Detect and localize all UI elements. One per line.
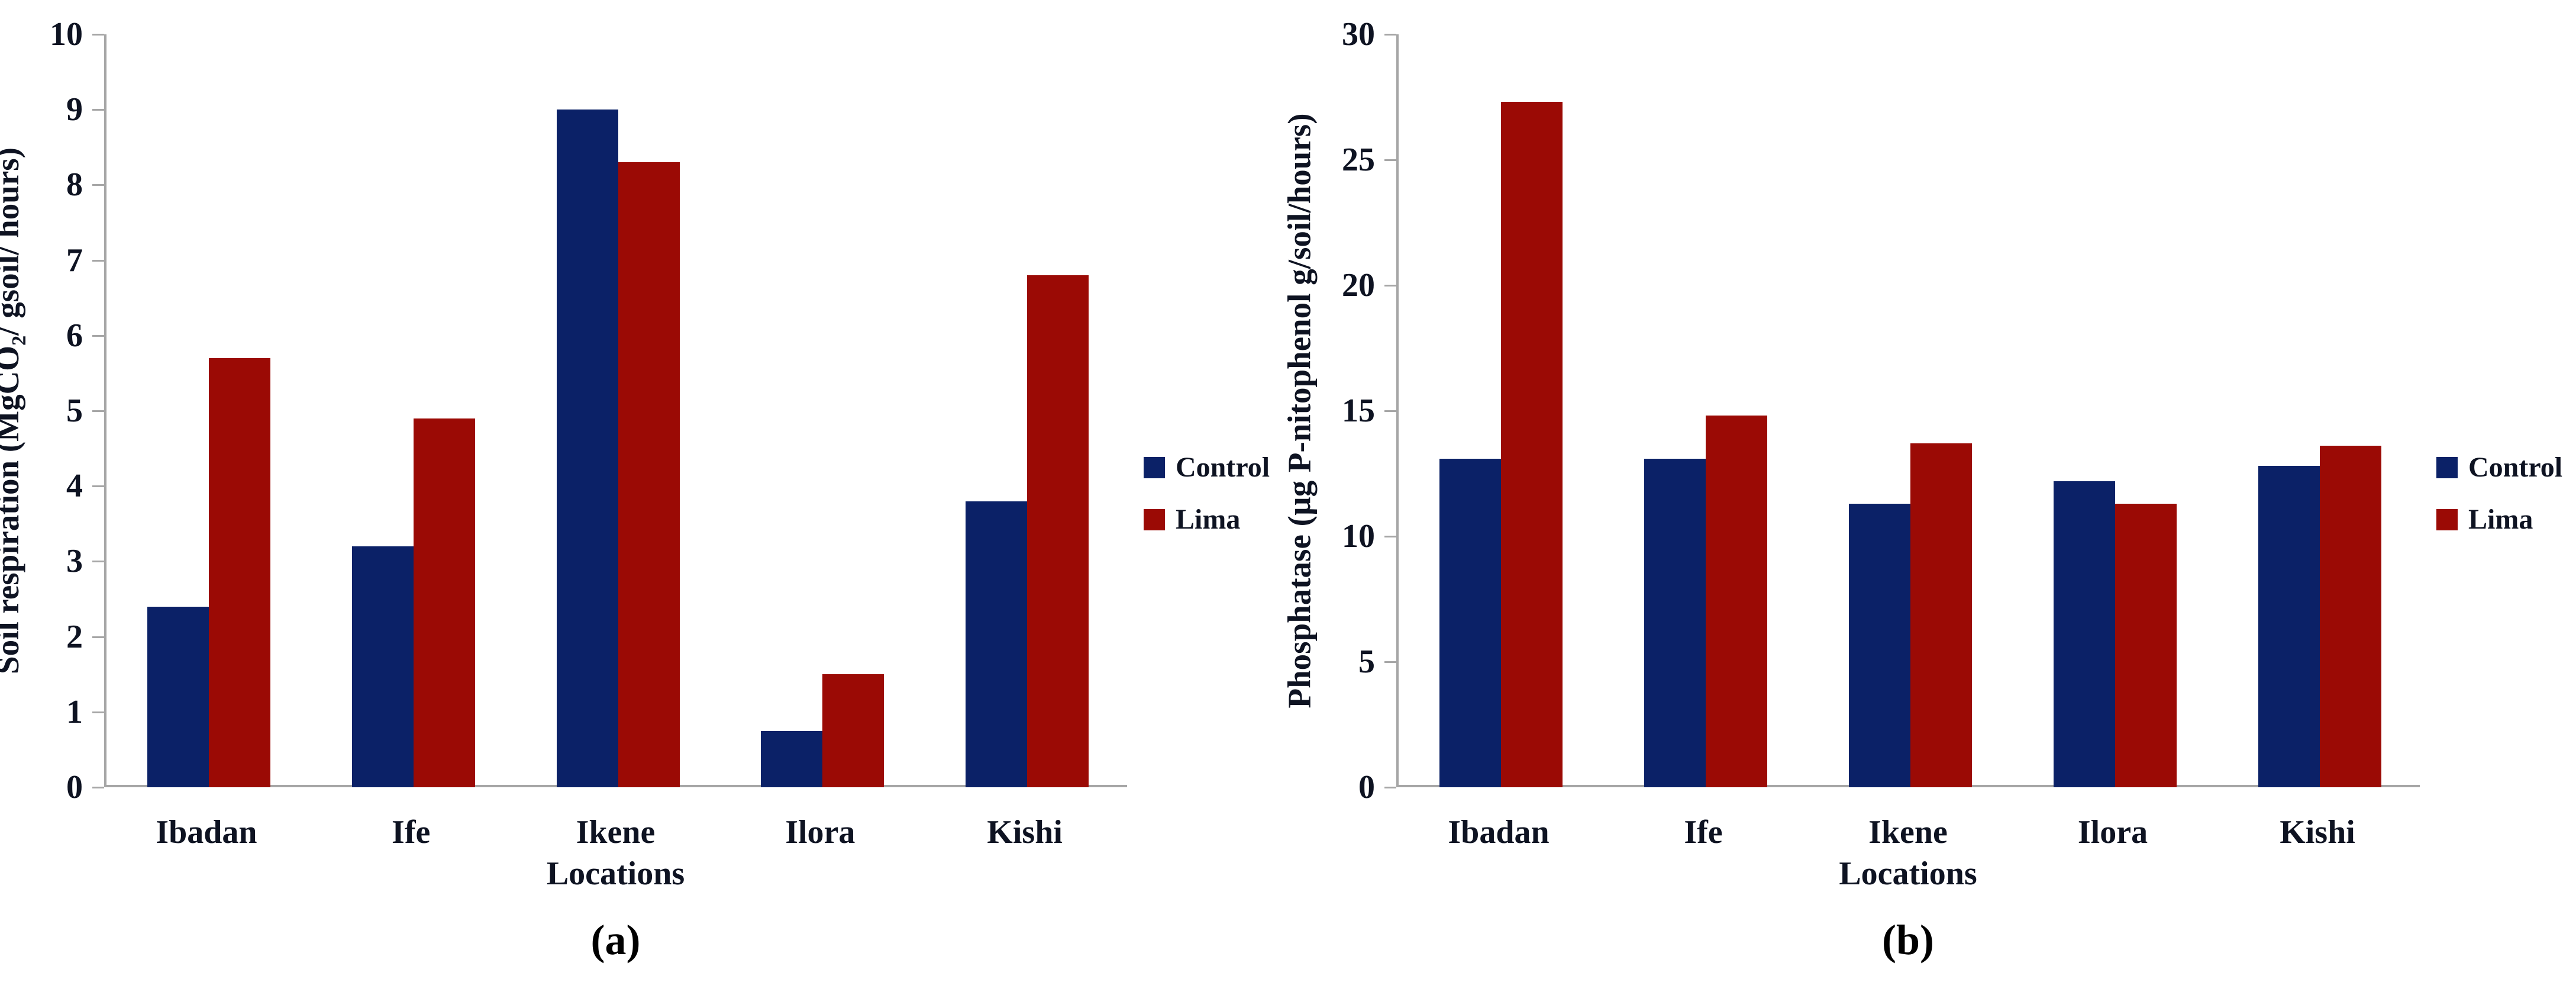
legend-item-lima: Lima — [1144, 504, 1270, 535]
y-tick-mark — [92, 711, 104, 713]
bar-control-kishi — [2258, 466, 2320, 787]
y-tick-mark — [92, 636, 104, 638]
x-axis-title-a: Locations — [546, 855, 685, 892]
y-tick-mark — [92, 561, 104, 563]
panel-label-b: (b) — [1882, 916, 1934, 964]
y-tick-label: 10 — [50, 16, 83, 53]
y-tick-label: 25 — [1342, 141, 1375, 178]
legend-item-control: Control — [2436, 452, 2562, 483]
y-tick-label: 5 — [66, 392, 83, 429]
category-label-ikene: Ikene — [576, 814, 656, 851]
y-tick-label: 20 — [1342, 267, 1375, 304]
category-labels-a: Ibadan Ife Ikene Ilora Kishi — [104, 814, 1127, 856]
panel-label-a: (a) — [590, 916, 641, 964]
y-tick-mark — [1384, 410, 1396, 412]
bar-control-ilora — [761, 731, 823, 787]
legend-label-lima: Lima — [1176, 504, 1241, 535]
y-tick-label: 0 — [66, 769, 83, 806]
y-tick-mark — [92, 485, 104, 488]
bar-control-ikene — [1849, 504, 1910, 787]
legend-label-control: Control — [1176, 452, 1270, 483]
y-tick-mark — [1384, 34, 1396, 36]
y-tick-mark — [1384, 536, 1396, 537]
category-label-kishi: Kishi — [987, 814, 1063, 851]
legend-item-control: Control — [1144, 452, 1270, 483]
y-tick-mark — [92, 410, 104, 412]
y-tick-mark — [92, 34, 104, 36]
y-tick-mark — [92, 334, 104, 337]
category-labels-b: Ibadan Ife Ikene Ilora Kishi — [1396, 814, 2420, 856]
y-tick-mark — [1384, 787, 1396, 788]
legend-label-lima: Lima — [2468, 504, 2533, 535]
control-swatch-icon — [2436, 457, 2458, 478]
bar-control-ife — [1644, 459, 1706, 787]
plot-area-b: 0 5 10 15 20 25 30 — [1342, 18, 2420, 804]
bar-control-ibadan — [147, 607, 209, 787]
bar-lima-kishi — [1027, 275, 1089, 787]
y-tick-label: 10 — [1342, 518, 1375, 555]
y-tick-mark — [1384, 159, 1396, 161]
legend-b: Control Lima — [2436, 452, 2562, 535]
y-tick-label: 0 — [1358, 769, 1375, 806]
y-tick-label: 6 — [66, 317, 83, 354]
bar-lima-ibadan — [208, 358, 270, 787]
lima-swatch-icon — [1144, 509, 1165, 530]
y-tick-label: 30 — [1342, 16, 1375, 53]
y-tick-label: 4 — [66, 468, 83, 505]
lima-swatch-icon — [2436, 509, 2458, 530]
bar-control-ilora — [2054, 481, 2115, 787]
y-tick-label: 1 — [66, 693, 83, 730]
y-tick-mark — [1384, 661, 1396, 663]
y-tick-mark — [1384, 285, 1396, 286]
category-label-ilora: Ilora — [2077, 814, 2148, 851]
bar-control-ife — [351, 546, 414, 787]
bar-control-kishi — [966, 501, 1028, 787]
y-tick-label: 5 — [1358, 643, 1375, 680]
legend-label-control: Control — [2468, 452, 2563, 483]
plot-area-a: 0 1 2 3 4 5 6 7 8 9 10 — [50, 18, 1127, 804]
y-tick-mark — [92, 184, 104, 186]
category-label-ikene: Ikene — [1868, 814, 1948, 851]
category-label-ife: Ife — [392, 814, 431, 851]
y-tick-mark — [92, 109, 104, 111]
bar-lima-ikene — [1910, 443, 1972, 787]
category-label-ibadan: Ibadan — [156, 814, 257, 851]
category-label-kishi: Kishi — [2280, 814, 2355, 851]
y-tick-label: 2 — [66, 618, 83, 655]
y-tick-mark — [92, 787, 104, 788]
category-label-ibadan: Ibadan — [1448, 814, 1550, 851]
bar-lima-ibadan — [1501, 102, 1563, 787]
bar-lima-ife — [1706, 416, 1767, 787]
y-tick-mark — [92, 259, 104, 262]
y-tick-label: 7 — [66, 242, 83, 279]
bar-lima-ife — [413, 418, 475, 787]
bar-lima-kishi — [2320, 446, 2381, 787]
y-tick-label: 8 — [66, 166, 83, 204]
legend-item-lima: Lima — [2436, 504, 2562, 535]
bar-lima-ikene — [618, 162, 680, 787]
bar-control-ibadan — [1439, 459, 1501, 787]
category-label-ife: Ife — [1684, 814, 1723, 851]
bar-lima-ilora — [822, 674, 885, 787]
y-tick-label: 15 — [1342, 392, 1375, 429]
y-tick-label: 9 — [66, 91, 83, 128]
category-label-ilora: Ilora — [785, 814, 856, 851]
bar-lima-ilora — [2115, 504, 2177, 787]
control-swatch-icon — [1144, 457, 1165, 478]
y-tick-label: 3 — [66, 543, 83, 580]
legend-a: Control Lima — [1144, 452, 1270, 535]
x-axis-title-b: Locations — [1839, 855, 1977, 892]
bar-control-ikene — [556, 110, 618, 787]
